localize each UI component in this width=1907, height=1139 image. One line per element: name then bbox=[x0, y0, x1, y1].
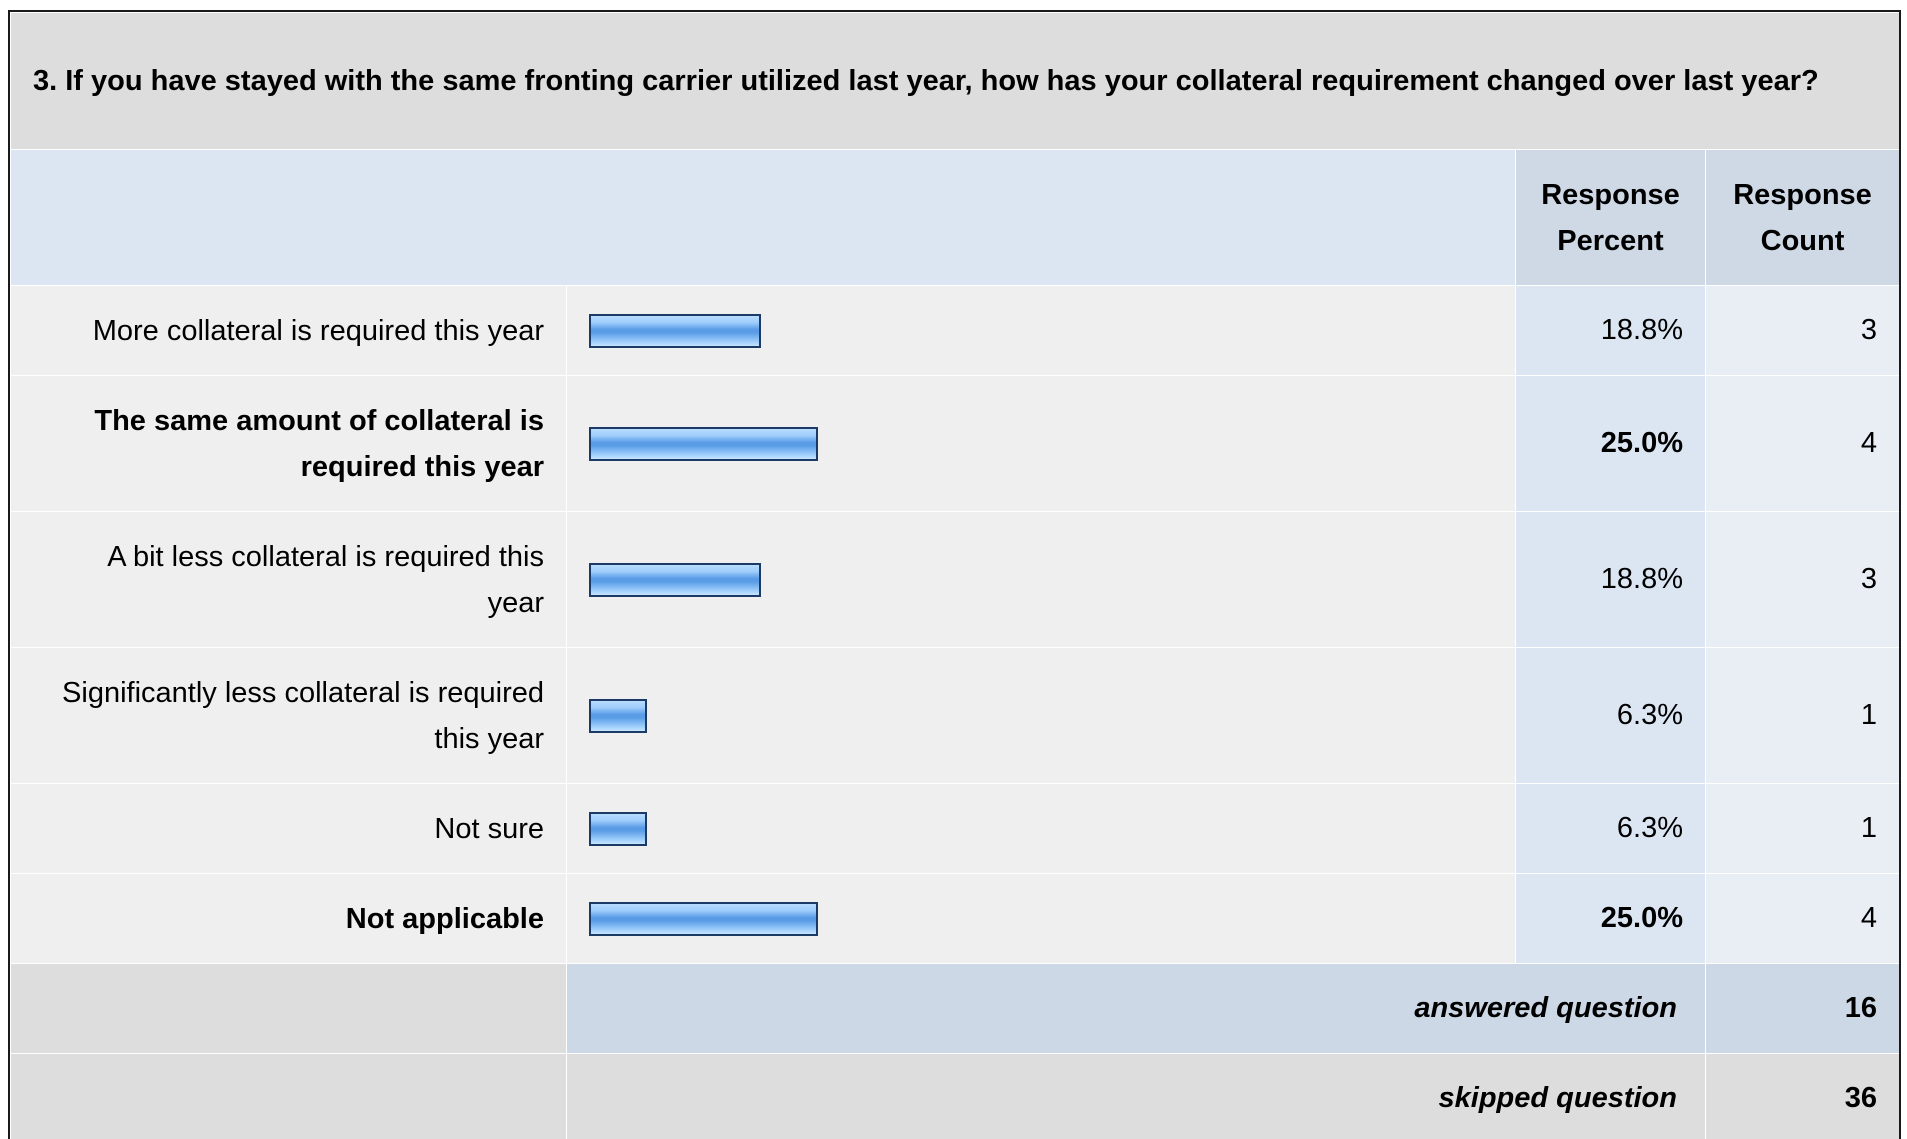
answer-row: More collateral is required this year 18… bbox=[10, 285, 1899, 376]
response-percent: 6.3% bbox=[1515, 647, 1706, 784]
response-count: 4 bbox=[1704, 873, 1899, 964]
skipped-question-row: skipped question 36 bbox=[10, 1053, 1899, 1139]
response-bar bbox=[589, 698, 647, 733]
answer-label: The same amount of collateral is require… bbox=[10, 375, 567, 512]
summary-blank bbox=[10, 1053, 567, 1139]
answer-label: A bit less collateral is required this y… bbox=[10, 511, 567, 648]
response-count: 3 bbox=[1704, 511, 1899, 648]
answer-row: Significantly less collateral is require… bbox=[10, 647, 1899, 784]
response-bar bbox=[589, 313, 761, 348]
response-bar bbox=[589, 562, 761, 597]
response-percent: 25.0% bbox=[1515, 873, 1706, 964]
response-count: 1 bbox=[1704, 647, 1899, 784]
response-percent: 18.8% bbox=[1515, 285, 1706, 376]
header-response-count: Response Count bbox=[1704, 149, 1899, 286]
response-percent: 25.0% bbox=[1515, 375, 1706, 512]
answered-question-count: 16 bbox=[1704, 963, 1899, 1054]
answer-label: Not applicable bbox=[10, 873, 567, 964]
answered-question-row: answered question 16 bbox=[10, 963, 1899, 1054]
question-title: 3. If you have stayed with the same fron… bbox=[10, 12, 1899, 150]
answer-label: Not sure bbox=[10, 783, 567, 874]
answer-label: More collateral is required this year bbox=[10, 285, 567, 376]
answer-row: The same amount of collateral is require… bbox=[10, 375, 1899, 512]
response-count: 1 bbox=[1704, 783, 1899, 874]
survey-results-table: 3. If you have stayed with the same fron… bbox=[10, 12, 1899, 1139]
header-response-percent: Response Percent bbox=[1515, 149, 1706, 286]
response-percent: 18.8% bbox=[1515, 511, 1706, 648]
summary-blank bbox=[10, 963, 567, 1054]
answer-label: Significantly less collateral is require… bbox=[10, 647, 567, 784]
column-header-row: Response Percent Response Count bbox=[10, 149, 1899, 286]
response-count: 3 bbox=[1704, 285, 1899, 376]
response-bar bbox=[589, 901, 818, 936]
answer-row: Not applicable 25.0% 4 bbox=[10, 873, 1899, 964]
survey-question-frame: 3. If you have stayed with the same fron… bbox=[8, 10, 1901, 1139]
answer-row: A bit less collateral is required this y… bbox=[10, 511, 1899, 648]
response-percent: 6.3% bbox=[1515, 783, 1706, 874]
response-count: 4 bbox=[1704, 375, 1899, 512]
skipped-question-label: skipped question bbox=[566, 1053, 1706, 1139]
question-row: 3. If you have stayed with the same fron… bbox=[10, 12, 1899, 150]
response-bar bbox=[589, 811, 647, 846]
answered-question-label: answered question bbox=[566, 963, 1706, 1054]
header-blank bbox=[10, 149, 1516, 286]
skipped-question-count: 36 bbox=[1704, 1053, 1899, 1139]
response-bar bbox=[589, 426, 818, 461]
answer-row: Not sure 6.3% 1 bbox=[10, 783, 1899, 874]
